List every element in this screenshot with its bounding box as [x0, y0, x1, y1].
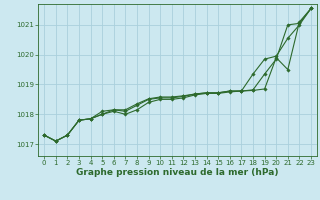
X-axis label: Graphe pression niveau de la mer (hPa): Graphe pression niveau de la mer (hPa) — [76, 168, 279, 177]
